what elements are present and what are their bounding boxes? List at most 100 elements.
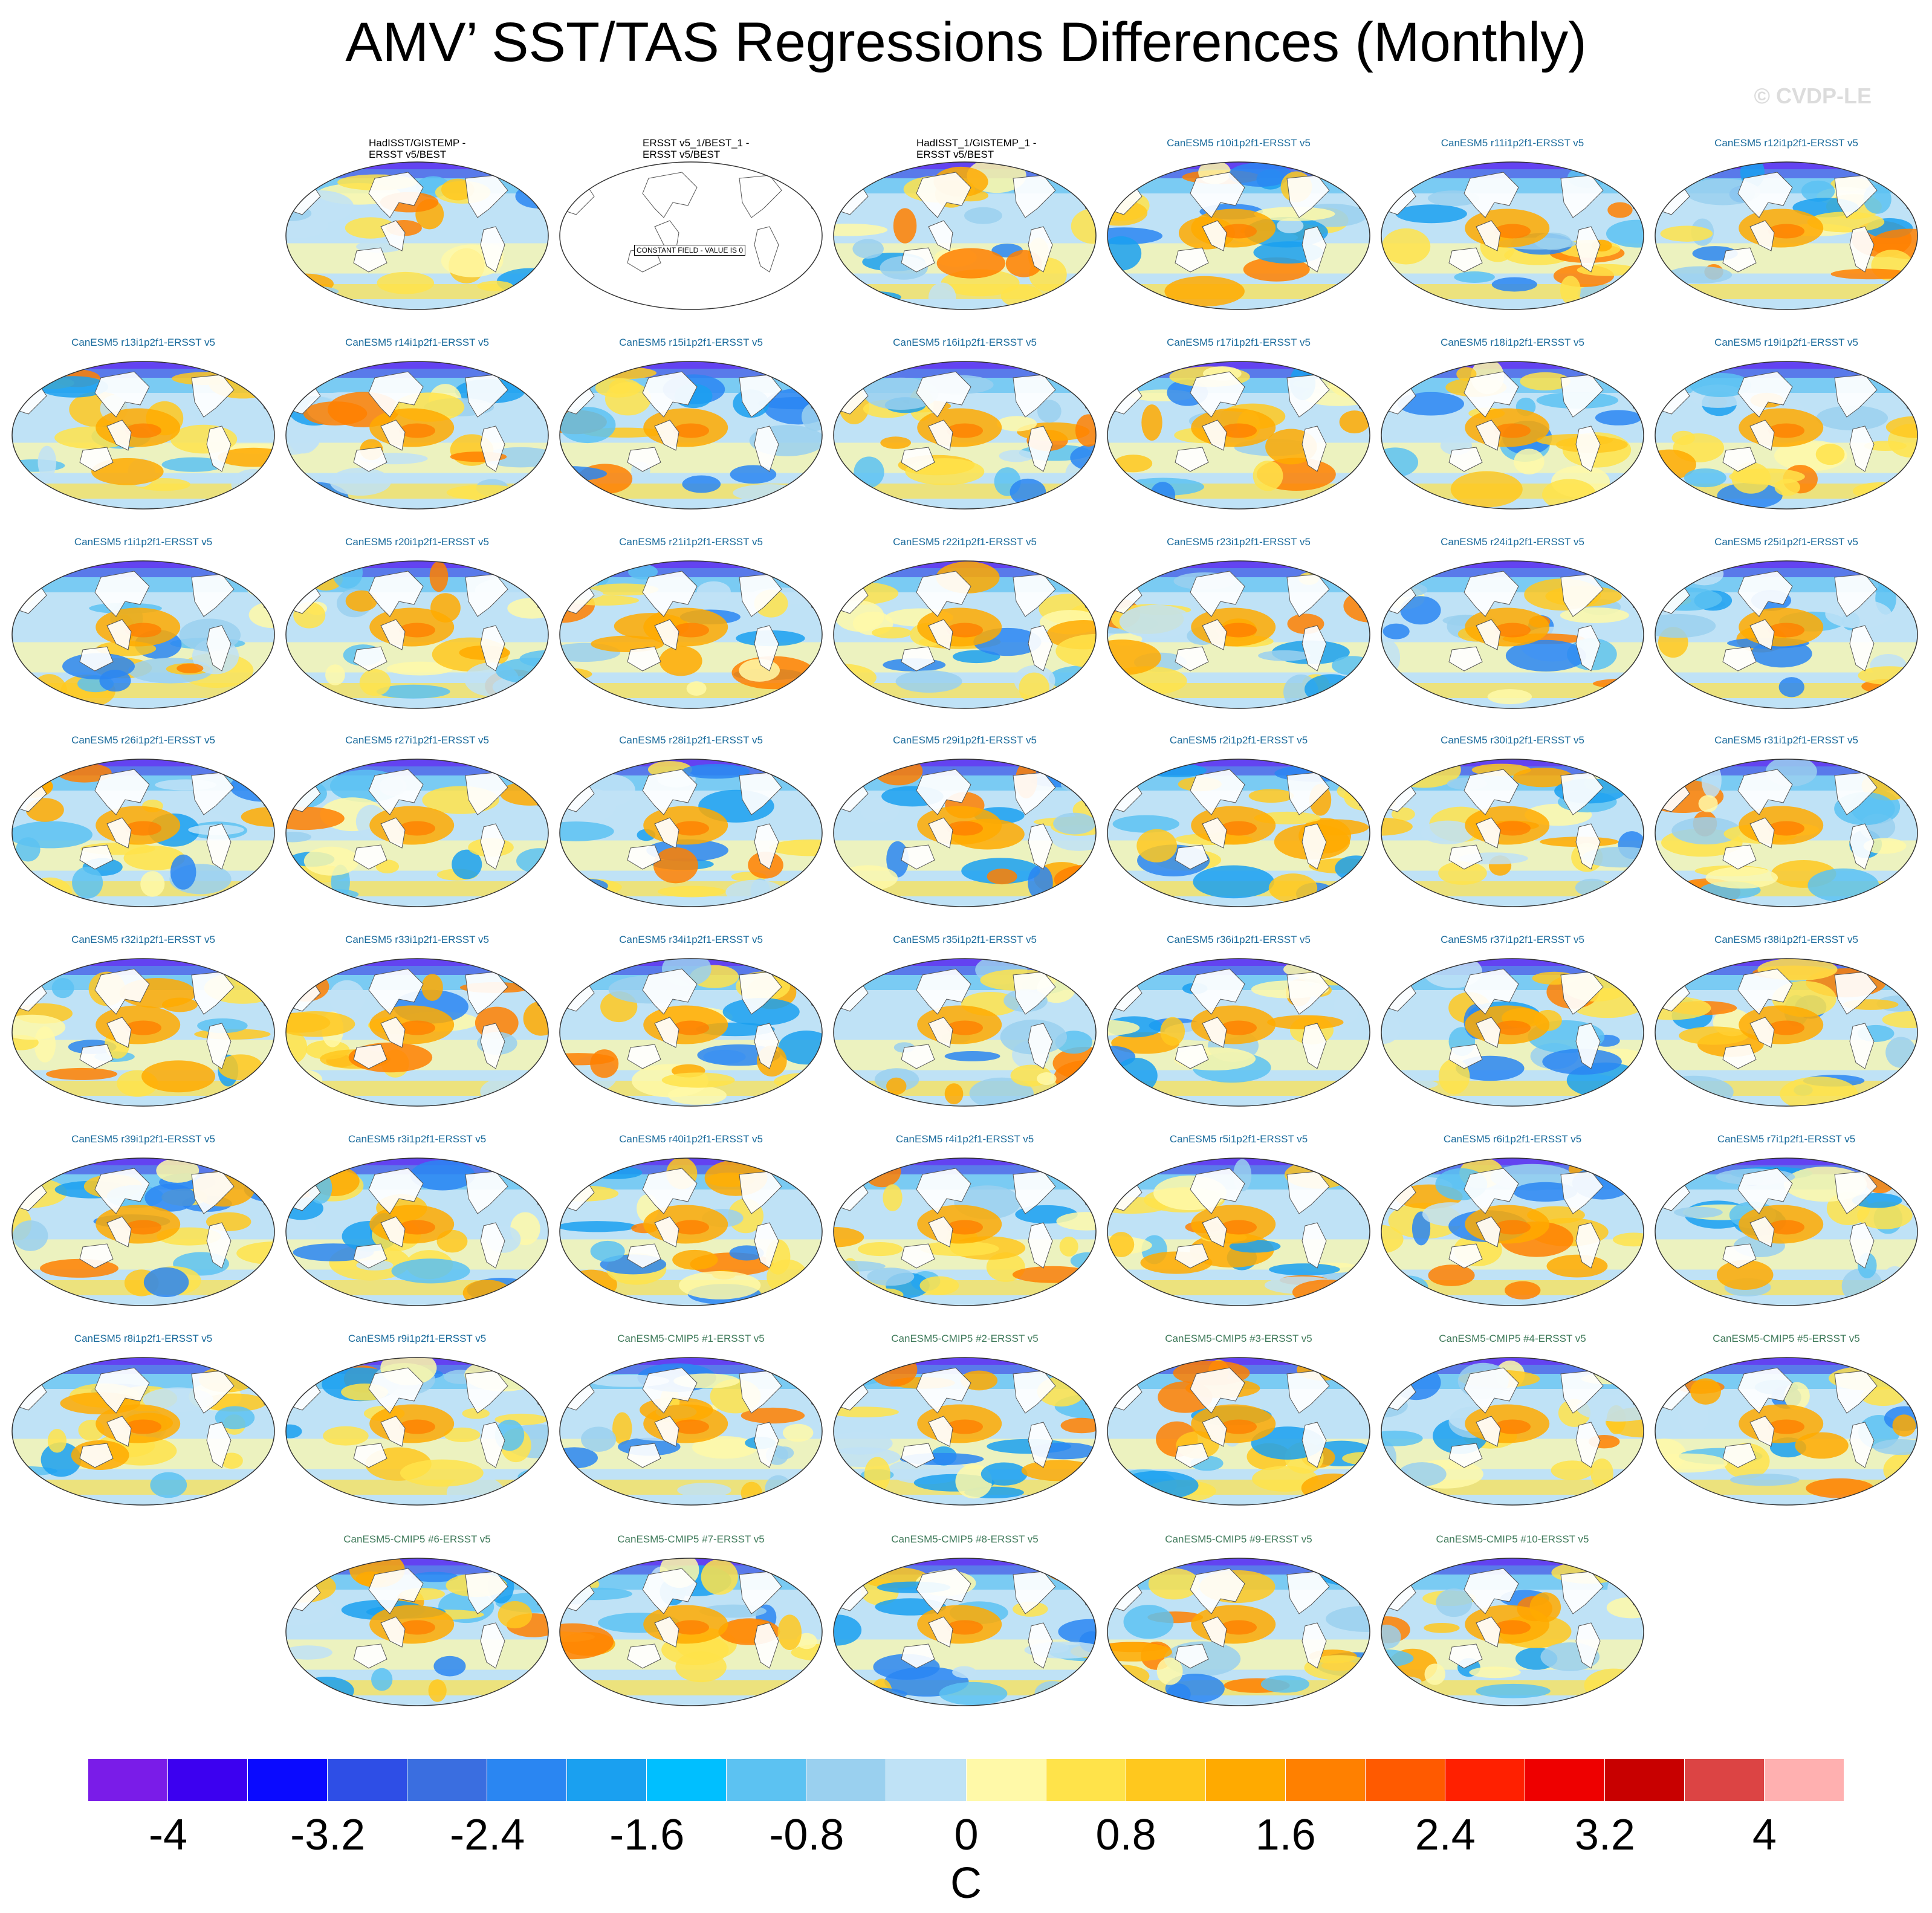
- map-border: [285, 1357, 549, 1506]
- continent-outline: [1302, 1622, 1327, 1669]
- map-border: [285, 1558, 549, 1706]
- warm-anomaly-core: [1494, 1020, 1531, 1035]
- field-anomaly: [1438, 861, 1487, 885]
- continent-outline: [1849, 1023, 1875, 1069]
- robinson-map: [559, 759, 823, 907]
- robinson-map: [833, 1357, 1097, 1506]
- continent-outline: [1448, 1443, 1483, 1468]
- field-band: [12, 1358, 274, 1365]
- field-anomaly: [1551, 1460, 1593, 1481]
- continent-outline: [1175, 1443, 1209, 1468]
- field-anomaly: [150, 1472, 187, 1498]
- continent-outline: [380, 220, 406, 251]
- colorbar-tick: -3.2: [290, 1811, 366, 1859]
- field-anomaly: [1881, 1278, 1917, 1296]
- continent-outline: [1722, 844, 1757, 870]
- robinson-map: [1381, 161, 1644, 310]
- field-anomaly: [1655, 613, 1716, 638]
- map-panel: CanESM5 r40i1p2f1-ERSST v5: [558, 1132, 824, 1313]
- continent-outline: [1175, 447, 1209, 472]
- robinson-map: [1381, 560, 1644, 709]
- field-anomaly: [1107, 1559, 1136, 1593]
- field-band: [286, 759, 548, 766]
- panel-title: CanESM5-CMIP5 #9-ERSST v5: [1165, 1533, 1312, 1545]
- robinson-map: [1381, 1558, 1644, 1706]
- robinson-map: [1655, 560, 1918, 709]
- field-band: [834, 1158, 1096, 1165]
- map-panel: CanESM5 r25i1p2f1-ERSST v5: [1653, 535, 1919, 716]
- continent-outline: [642, 1568, 698, 1614]
- map-border: [285, 161, 549, 310]
- field-band: [1655, 169, 1917, 178]
- field-anomaly: [1575, 878, 1609, 897]
- field-anomaly: [533, 361, 548, 385]
- panel-title: CanESM5-CMIP5 #4-ERSST v5: [1439, 1333, 1586, 1344]
- continent-outline: [1028, 426, 1053, 472]
- continent-outline: [106, 619, 132, 650]
- robinson-map: [833, 361, 1097, 510]
- continent-outline: [1749, 1216, 1775, 1248]
- field-anomaly: [141, 1060, 216, 1093]
- field-anomaly: [462, 1408, 490, 1419]
- map-border: [1107, 1357, 1370, 1506]
- continent-outline: [1575, 625, 1601, 672]
- continent-outline: [1190, 1568, 1245, 1614]
- warm-anomaly-core: [1768, 1419, 1804, 1434]
- warm-anomaly-core: [399, 623, 435, 638]
- warm-anomaly-core: [673, 821, 709, 836]
- field-band: [12, 568, 274, 577]
- robinson-map: [1655, 759, 1918, 907]
- field-anomaly: [38, 376, 109, 398]
- field-anomaly: [1351, 1267, 1370, 1295]
- field-anomaly: [801, 402, 822, 432]
- field-anomaly: [446, 485, 524, 500]
- map-border: [833, 958, 1097, 1107]
- field-band: [286, 966, 548, 975]
- panel-title: CanESM5-CMIP5 #5-ERSST v5: [1713, 1333, 1860, 1344]
- field-anomaly: [1806, 1478, 1874, 1498]
- robinson-map: [559, 1558, 823, 1706]
- field-anomaly: [215, 1406, 255, 1429]
- field-anomaly: [1424, 1622, 1460, 1633]
- map-panel: CanESM5-CMIP5 #1-ERSST v5: [558, 1332, 824, 1513]
- continent-outline: [1448, 447, 1483, 472]
- continent-outline: [206, 1023, 232, 1069]
- field-anomaly: [871, 627, 912, 639]
- map-border: [1107, 958, 1370, 1107]
- field-anomaly: [1327, 364, 1370, 387]
- continent-outline: [368, 571, 424, 617]
- continent-outline: [1849, 1222, 1875, 1269]
- field-anomaly: [1606, 219, 1644, 248]
- continent-outline: [627, 1643, 661, 1669]
- field-anomaly: [1148, 1568, 1200, 1600]
- field-anomaly: [1612, 681, 1644, 702]
- warm-anomaly-core: [1220, 623, 1257, 638]
- field-band: [286, 1158, 548, 1165]
- field-band: [834, 959, 1096, 966]
- field-anomaly: [286, 1218, 316, 1236]
- continent-outline: [79, 447, 114, 472]
- field-anomaly: [834, 224, 888, 236]
- field-anomaly: [12, 472, 23, 491]
- continent-outline: [1202, 1416, 1227, 1447]
- panel-title: CanESM5 r3i1p2f1-ERSST v5: [348, 1133, 487, 1145]
- robinson-map: [11, 759, 275, 907]
- map-border: [1381, 1157, 1644, 1306]
- warm-anomaly-core: [399, 1620, 435, 1635]
- figure-title: AMV’ SST/TAS Regressions Differences (Mo…: [345, 11, 1587, 73]
- continent-outline: [1749, 817, 1775, 849]
- colorbar-segment: [1445, 1759, 1525, 1801]
- panel-title: CanESM5-CMIP5 #1-ERSST v5: [617, 1333, 765, 1344]
- field-anomaly: [682, 475, 721, 493]
- continent-outline: [353, 1643, 387, 1669]
- continent-outline: [654, 1216, 679, 1248]
- field-anomaly: [701, 1559, 738, 1595]
- map-border: [833, 1357, 1097, 1506]
- field-anomaly: [987, 869, 1017, 885]
- map-panel: CanESM5 r29i1p2f1-ERSST v5: [832, 733, 1098, 914]
- robinson-map: [1107, 958, 1370, 1107]
- field-anomaly: [1679, 1026, 1749, 1045]
- field-anomaly: [834, 1614, 862, 1646]
- field-anomaly: [376, 684, 450, 699]
- field-anomaly: [1258, 650, 1311, 661]
